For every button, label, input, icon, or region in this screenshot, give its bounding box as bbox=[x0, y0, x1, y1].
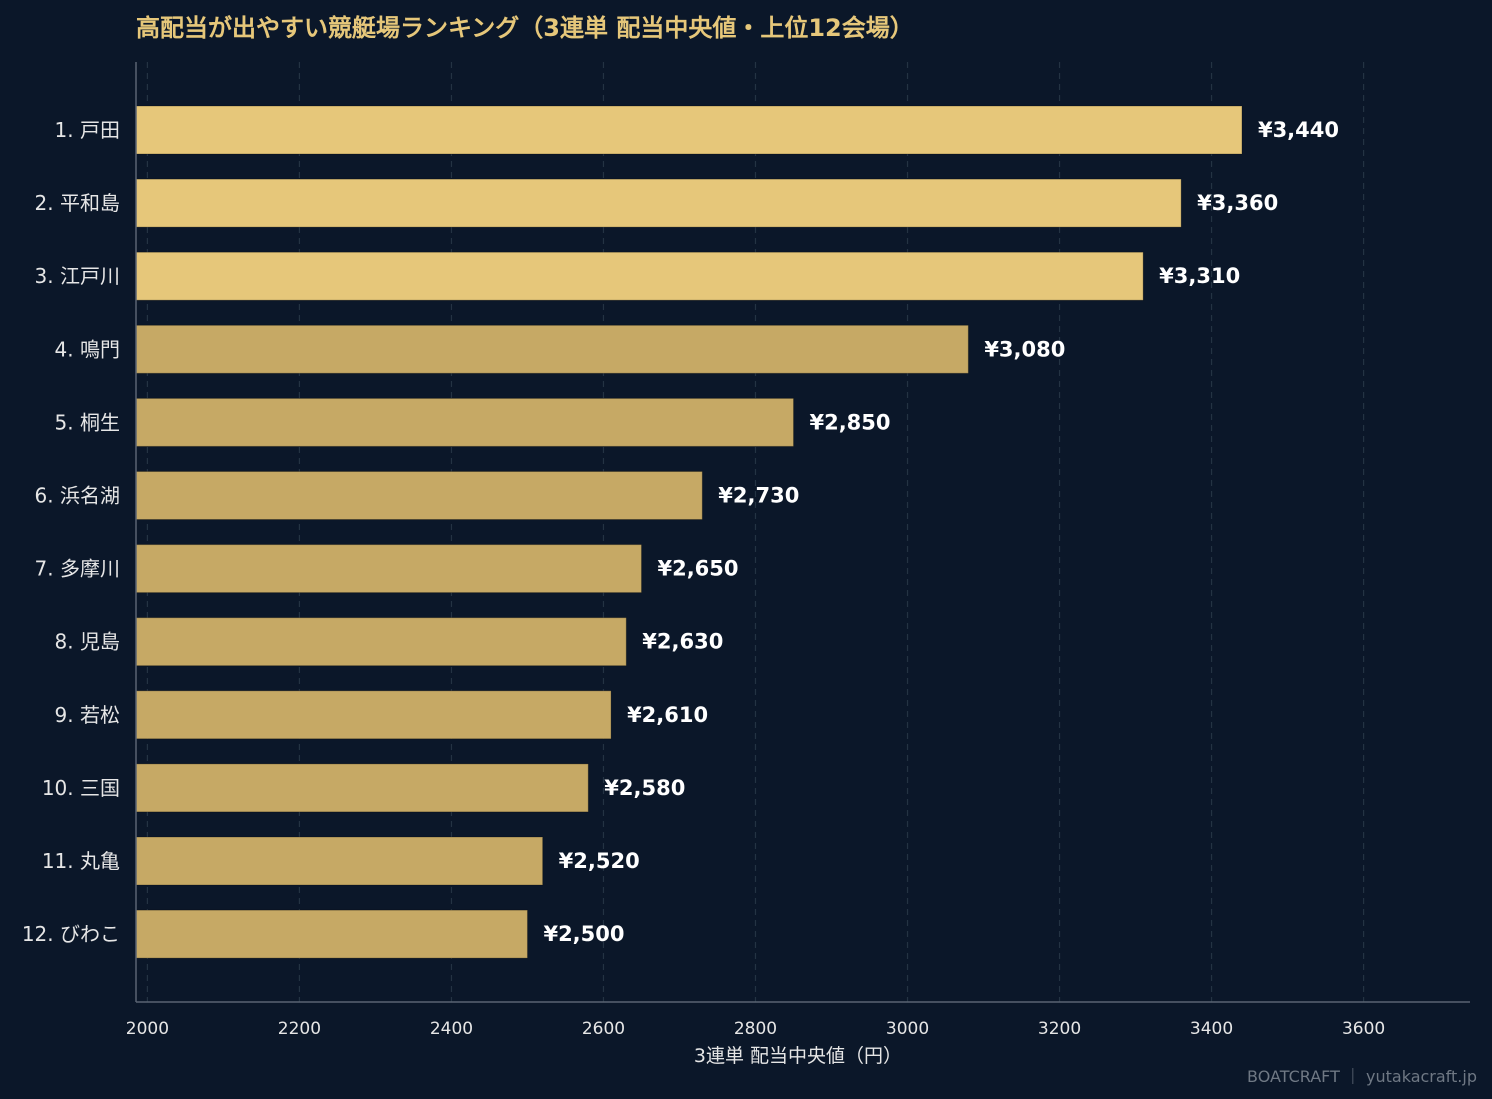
value-label: ¥2,850 bbox=[809, 410, 890, 434]
category-label: 4. 鳴門 bbox=[55, 337, 120, 361]
value-label: ¥3,310 bbox=[1159, 264, 1240, 288]
value-label: ¥2,630 bbox=[642, 630, 723, 654]
footer-credit: BOATCRAFT ｜ yutakacraft.jp bbox=[1247, 1067, 1477, 1086]
bar bbox=[135, 617, 627, 667]
x-tick-label: 3000 bbox=[886, 1019, 929, 1039]
bar bbox=[135, 909, 528, 959]
bar bbox=[135, 471, 703, 520]
x-tick-labels: 2000 2200 2400 2600 2800 3000 3200 3400 3600 bbox=[126, 1019, 1385, 1039]
bar bbox=[135, 836, 544, 886]
value-label: ¥2,520 bbox=[559, 849, 640, 873]
x-axis-label: 3連単 配当中央値（円） bbox=[694, 1045, 902, 1067]
category-label: 10. 三国 bbox=[42, 776, 120, 800]
x-tick-label: 2400 bbox=[430, 1019, 473, 1039]
bar bbox=[135, 324, 969, 374]
bar bbox=[135, 763, 589, 813]
value-labels: ¥3,440 ¥3,360 ¥3,310 ¥3,080 ¥2,850 ¥2,730 ¥2,6… bbox=[543, 118, 1339, 946]
x-tick-label: 3600 bbox=[1342, 1019, 1385, 1039]
x-tick-label: 3200 bbox=[1038, 1019, 1081, 1039]
category-label: 8. 児島 bbox=[55, 630, 120, 654]
chart-title: 高配当が出やすい競艇場ランキング（3連単 配当中央値・上位12会場） bbox=[136, 14, 914, 42]
bars bbox=[135, 105, 1243, 959]
category-label: 7. 多摩川 bbox=[35, 557, 120, 581]
value-label: ¥3,360 bbox=[1197, 191, 1278, 215]
category-label: 3. 江戸川 bbox=[35, 264, 120, 288]
bar bbox=[135, 397, 794, 447]
bar bbox=[135, 251, 1144, 301]
value-label: ¥3,440 bbox=[1258, 118, 1339, 142]
value-label: ¥3,080 bbox=[984, 337, 1065, 361]
category-label: 6. 浜名湖 bbox=[35, 484, 120, 508]
category-label: 11. 丸亀 bbox=[42, 849, 120, 873]
value-label: ¥2,580 bbox=[604, 776, 685, 800]
category-label: 5. 桐生 bbox=[55, 410, 120, 434]
x-tick-label: 2200 bbox=[278, 1019, 321, 1039]
x-tick-label: 2600 bbox=[582, 1019, 625, 1039]
category-label: 12. びわこ bbox=[22, 922, 120, 946]
category-labels: 1. 戸田 2. 平和島 3. 江戸川 4. 鳴門 5. 桐生 6. 浜名湖 7. 多摩川 8… bbox=[22, 118, 120, 946]
value-label: ¥2,650 bbox=[657, 557, 738, 581]
x-tick-label: 2800 bbox=[734, 1019, 777, 1039]
value-label: ¥2,500 bbox=[543, 922, 624, 946]
bar bbox=[135, 105, 1243, 155]
category-label: 9. 若松 bbox=[55, 703, 120, 727]
bar bbox=[135, 178, 1182, 228]
x-tick-label: 2000 bbox=[126, 1019, 169, 1039]
bar bbox=[135, 544, 642, 594]
x-tick-label: 3400 bbox=[1190, 1019, 1233, 1039]
value-label: ¥2,730 bbox=[718, 484, 799, 508]
bar bbox=[135, 690, 612, 740]
category-label: 2. 平和島 bbox=[35, 191, 120, 215]
value-label: ¥2,610 bbox=[627, 703, 708, 727]
category-label: 1. 戸田 bbox=[55, 118, 120, 142]
